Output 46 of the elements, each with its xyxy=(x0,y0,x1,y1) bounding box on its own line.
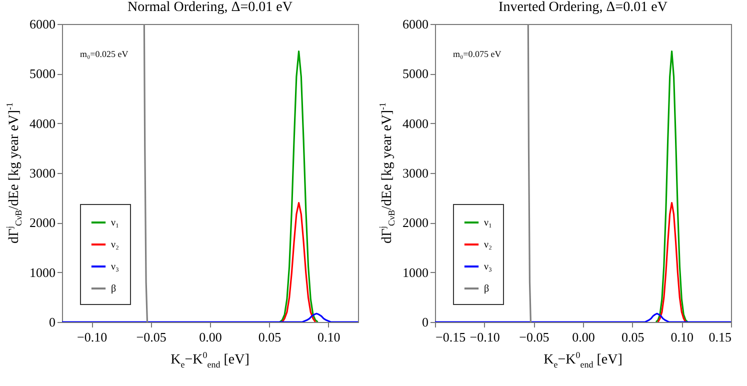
line-series xyxy=(657,202,686,322)
legend-label: ν₂ xyxy=(111,240,120,250)
legend-label: ν₁ xyxy=(111,218,120,228)
y-tick-label: 0 xyxy=(422,314,428,330)
legend-label: ν₃ xyxy=(484,262,492,272)
y-tick-label: 1000 xyxy=(30,264,56,280)
legend-label: ν₁ xyxy=(484,218,492,228)
chart-title: Inverted Ordering, Δ=0.01 eV xyxy=(498,0,668,15)
legend-label: β xyxy=(111,284,116,294)
legend-label: ν₂ xyxy=(484,240,492,250)
chart-title: Normal Ordering, Δ=0.01 eV xyxy=(127,0,293,15)
y-tick-label: 2000 xyxy=(402,215,428,230)
line-series xyxy=(281,202,316,322)
x-tick-label: 0.10 xyxy=(318,330,340,344)
x-tick-label: −0.05 xyxy=(519,330,550,344)
legend-label: β xyxy=(484,284,490,294)
x-axis-title: K$_{e}$−K$^{0}$$_{end}$ [eV] xyxy=(170,350,250,370)
x-tick-label: 0.10 xyxy=(670,330,694,344)
x-tick-label: 0.05 xyxy=(258,330,282,344)
y-tick-label: 4000 xyxy=(30,116,56,131)
y-tick-label: 3000 xyxy=(402,166,428,180)
line-series xyxy=(435,312,731,322)
x-tick-label: 0.00 xyxy=(199,330,222,344)
x-tick-label: −0.10 xyxy=(470,330,500,344)
y-tick-label: 6000 xyxy=(402,16,428,32)
legend-label: ν₃ xyxy=(111,262,120,272)
y-tick-label: 6000 xyxy=(30,16,56,32)
y-tick-label: 5000 xyxy=(402,66,428,82)
annotation: m₀=0.075 eV xyxy=(453,49,502,59)
line-series xyxy=(279,50,319,322)
y-tick-label: 4000 xyxy=(402,116,428,131)
x-axis-title: K$_{e}$−K$^{0}$$_{end}$ [eV] xyxy=(542,350,624,370)
line-series xyxy=(655,50,688,322)
y-tick-label: 0 xyxy=(49,314,56,330)
line-series xyxy=(62,312,358,322)
y-tick-label: 1000 xyxy=(402,264,428,280)
x-tick-label: 0.05 xyxy=(621,330,644,344)
x-tick-label: −0.05 xyxy=(136,330,166,344)
x-tick-label: −0.15 xyxy=(436,330,466,344)
y-tick-label: 5000 xyxy=(30,66,56,82)
x-tick-label: −0.10 xyxy=(77,330,108,344)
x-tick-label: 0.00 xyxy=(572,330,595,344)
x-tick-label: 0.15 xyxy=(708,330,732,344)
y-tick-label: 3000 xyxy=(30,166,56,180)
annotation: m₀=0.025 eV xyxy=(80,49,129,59)
y-tick-label: 2000 xyxy=(30,215,56,230)
